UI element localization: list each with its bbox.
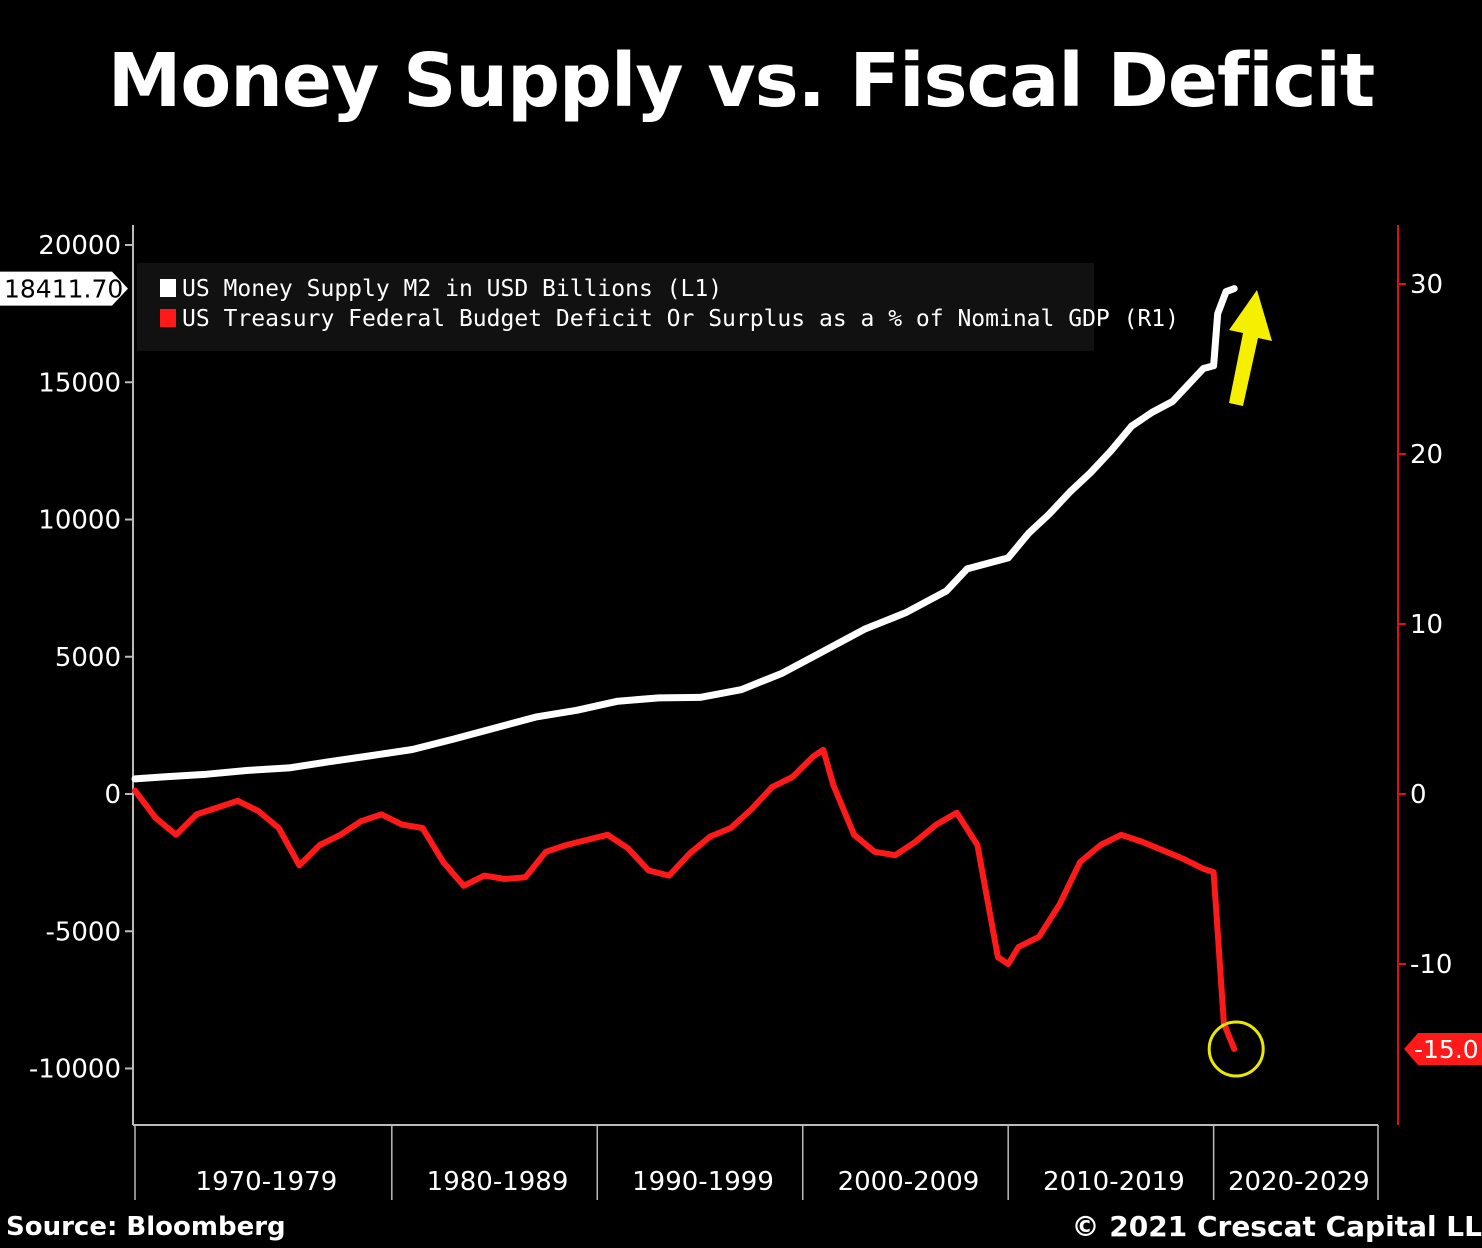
copyright-note: © 2021 Crescat Capital LL [1071, 1210, 1482, 1243]
left-tick-label: 15000 [38, 368, 121, 398]
x-category-label: 1970-1979 [196, 1167, 338, 1197]
right-tick-label: 30 [1410, 270, 1443, 300]
m2-last-value-box [0, 271, 128, 306]
left-tick-label: -5000 [45, 917, 121, 947]
series-layer [131, 285, 1238, 1052]
x-category-label: 2010-2019 [1043, 1167, 1185, 1197]
x-category-label: 1990-1999 [632, 1167, 774, 1197]
source-note: Source: Bloomberg [6, 1212, 286, 1242]
left-tick-label: 0 [104, 780, 121, 810]
axes: 20000 15000 10000 5000 0 -5000 -10000 30 20 10 0 -1… [29, 225, 1452, 1200]
left-tick-label: 5000 [55, 643, 121, 673]
right-tick-label: -10 [1410, 950, 1452, 980]
highlight-circle [1207, 1020, 1265, 1078]
left-tick-label: 20000 [38, 231, 121, 261]
deficit-line [132, 746, 1238, 1052]
right-tick-label: 20 [1410, 440, 1443, 470]
x-category-label: 1980-1989 [427, 1167, 569, 1197]
legend-label: US Money Supply M2 in USD Billions (L1) [182, 276, 722, 302]
m2-last-value-label: 18411.70 [4, 275, 123, 304]
chart-title: Money Supply vs. Fiscal Deficit [107, 38, 1375, 124]
legend-swatch [160, 309, 176, 327]
x-category-label: 2020-2029 [1228, 1167, 1370, 1197]
right-tick-label: 0 [1410, 780, 1427, 810]
right-tick-label: 10 [1410, 610, 1443, 640]
legend: US Money Supply M2 in USD Billions (L1) U… [137, 263, 1179, 351]
left-tick-label: 10000 [38, 506, 121, 536]
m2-line [131, 285, 1238, 783]
deficit-last-value-box [1404, 1033, 1482, 1065]
legend-label: US Treasury Federal Budget Deficit Or Su… [182, 306, 1179, 332]
legend-swatch [160, 279, 176, 297]
up-arrow-icon [1229, 290, 1272, 406]
x-category-label: 2000-2009 [838, 1167, 980, 1197]
left-tick-label: -10000 [29, 1055, 121, 1085]
deficit-last-value-label: -15.0 [1414, 1035, 1479, 1064]
legend-box [137, 263, 1094, 351]
annotations: 18411.70 -15.0 [0, 271, 1482, 1078]
